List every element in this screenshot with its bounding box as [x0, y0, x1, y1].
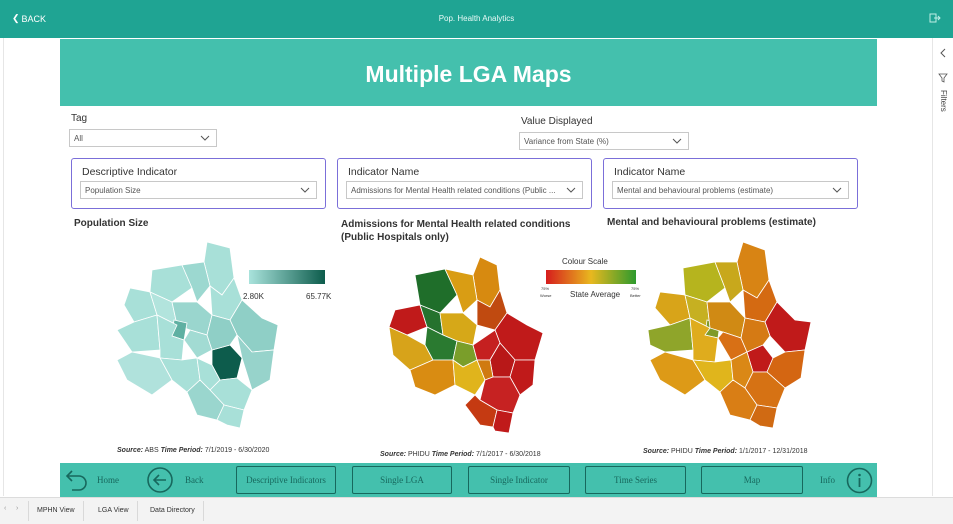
colour-scale-gradient [546, 270, 636, 284]
lga-region [740, 317, 771, 353]
colour-scale-left-top: 75% [541, 286, 550, 291]
map-title-population: Population Size [74, 218, 149, 229]
map-title-admissions-line1: Admissions for Mental Health related con… [341, 219, 571, 230]
chevron-down-icon [832, 187, 842, 193]
chevron-left-icon: ❮ [12, 13, 20, 23]
single-lga-button[interactable]: Single LGA [352, 466, 452, 494]
lga-region [229, 299, 279, 353]
indicator-name-dropdown-1[interactable]: Admissions for Mental Health related con… [346, 181, 583, 199]
exit-icon[interactable] [929, 12, 941, 24]
lga-region [183, 329, 213, 359]
tag-dropdown[interactable]: All [69, 129, 217, 147]
indicator-name-slicer-1: Indicator Name Admissions for Mental Hea… [337, 158, 592, 209]
population-legend-min: 2.80K [243, 292, 264, 301]
tag-label: Tag [71, 113, 88, 124]
descriptive-indicator-dropdown[interactable]: Population Size [80, 181, 317, 199]
filter-icon [938, 73, 948, 83]
filters-pane-collapsed[interactable] [932, 38, 953, 496]
chevron-down-icon [300, 187, 310, 193]
report-canvas [3, 38, 931, 496]
lga-region [388, 304, 428, 336]
indicator-name-label-1: Indicator Name [348, 166, 420, 178]
indicator-name-value-1: Admissions for Mental Health related con… [351, 186, 556, 195]
back-arrow-icon[interactable] [146, 466, 174, 494]
chevron-down-icon [566, 187, 576, 193]
lga-region [689, 317, 719, 363]
lga-region [492, 409, 514, 434]
indicator-name-value-2: Mental and behavioural problems (estimat… [617, 186, 774, 195]
source-population: Source: ABS Time Period: 7/1/2019 - 6/30… [117, 447, 270, 454]
map-title-admissions-line2: (Public Hospitals only) [341, 232, 449, 243]
back-link[interactable]: ❮ BACK [12, 13, 46, 24]
population-legend-max: 65.77K [306, 292, 332, 301]
map-title-mental: Mental and behavioural problems (estimat… [607, 217, 816, 228]
app-title: Pop. Health Analytics [438, 14, 515, 23]
lga-region [444, 268, 478, 314]
tag-value: All [74, 134, 83, 143]
lga-region [216, 404, 245, 429]
value-displayed-value: Variance from State (%) [524, 137, 609, 146]
time-series-button[interactable]: Time Series [585, 466, 686, 494]
home-undo-icon[interactable] [64, 467, 90, 493]
lga-region [714, 261, 744, 303]
chevron-down-icon [672, 138, 682, 144]
bottom-nav: Home Back Descriptive Indicators Single … [60, 463, 877, 497]
map-population [116, 241, 279, 429]
colour-scale-center: State Average [570, 290, 621, 299]
map-title-admissions: Admissions for Mental Health related con… [341, 218, 570, 244]
colour-scale-title: Colour Scale [562, 257, 608, 266]
back-button[interactable]: Back [185, 475, 204, 485]
value-displayed-label: Value Displayed [521, 116, 593, 127]
colour-scale-left-bottom: Worse [540, 293, 552, 298]
chevron-left-icon[interactable] [939, 48, 947, 58]
map-button[interactable]: Map [701, 466, 803, 494]
info-icon[interactable] [846, 467, 873, 494]
tab-mphn-view[interactable]: MPHN View [28, 501, 84, 521]
page-title: Multiple LGA Maps [365, 61, 572, 87]
back-link-label: BACK [21, 13, 47, 24]
descriptive-indicator-slicer: Descriptive Indicator Population Size [71, 158, 326, 209]
header-banner: Multiple LGA Maps [60, 39, 877, 106]
lga-region [414, 268, 458, 314]
single-indicator-button[interactable]: Single Indicator [468, 466, 570, 494]
indicator-name-slicer-2: Indicator Name Mental and behavioural pr… [603, 158, 858, 209]
info-label[interactable]: Info [820, 475, 835, 485]
population-legend-gradient [249, 270, 325, 284]
top-bar: ❮ BACK Pop. Health Analytics [0, 0, 953, 38]
filters-label[interactable]: Filters [939, 90, 948, 112]
chevron-down-icon [200, 135, 210, 141]
page-tab-bar: ‹ › MPHN View LGA View Data Directory [0, 497, 953, 524]
indicator-name-label-2: Indicator Name [614, 166, 686, 178]
home-button[interactable]: Home [97, 475, 119, 485]
colour-scale-right-top: 75% [631, 286, 640, 291]
lga-region [156, 314, 185, 361]
descriptive-indicator-value: Population Size [85, 186, 141, 195]
source-mental: Source: PHIDU Time Period: 1/1/2017 - 12… [643, 448, 808, 455]
indicator-name-dropdown-2[interactable]: Mental and behavioural problems (estimat… [612, 181, 849, 199]
tab-scroll-left-icon[interactable]: ‹ [4, 505, 7, 512]
descriptive-indicators-button[interactable]: Descriptive Indicators [236, 466, 336, 494]
lga-region [181, 261, 211, 303]
lga-region [236, 333, 275, 391]
map-admissions [388, 256, 544, 434]
value-displayed-dropdown[interactable]: Variance from State (%) [519, 132, 689, 150]
lga-region [116, 314, 161, 353]
map-mental [647, 241, 812, 429]
tab-lga-view[interactable]: LGA View [90, 501, 138, 521]
tab-scroll-right-icon[interactable]: › [16, 505, 19, 512]
lga-region [682, 261, 726, 303]
lga-region [149, 264, 193, 303]
tab-data-directory[interactable]: Data Directory [142, 501, 204, 521]
lga-region [749, 404, 778, 429]
descriptive-indicator-label: Descriptive Indicator [82, 166, 178, 178]
source-admissions: Source: PHIDU Time Period: 7/1/2017 - 6/… [380, 451, 541, 458]
colour-scale-right-bottom: Better [630, 293, 641, 298]
